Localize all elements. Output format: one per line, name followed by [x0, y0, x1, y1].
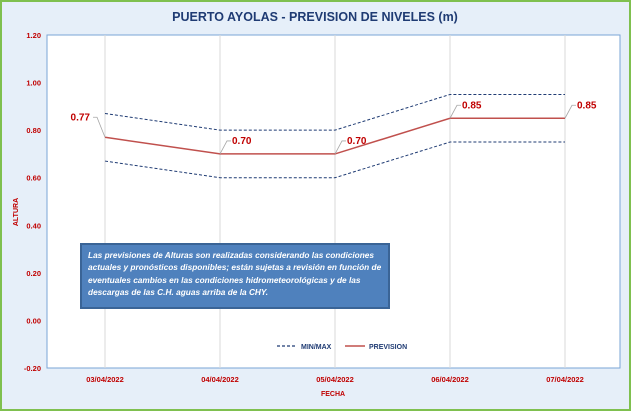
- legend-minmax-label: MIN/MAX: [301, 344, 332, 351]
- y-tick-label: 0.40: [26, 221, 41, 230]
- y-tick-label: 0.00: [26, 316, 41, 325]
- x-tick-label: 07/04/2022: [546, 375, 584, 384]
- y-tick-label: -0.20: [24, 364, 41, 373]
- x-axis-label: FECHA: [321, 391, 345, 398]
- gridlines: [104, 35, 566, 368]
- x-tick-label: 05/04/2022: [316, 375, 354, 384]
- data-label: 0.85: [462, 100, 482, 111]
- data-label-leader: [449, 104, 461, 119]
- data-label-leader: [219, 140, 231, 155]
- y-tick-label: 0.80: [26, 126, 41, 135]
- series-line-minmax-min: [104, 141, 565, 179]
- data-label-leader: [93, 116, 106, 138]
- x-tick-labels: 03/04/2022 04/04/2022 05/04/2022 06/04/2022…: [86, 375, 584, 384]
- data-label: 0.70: [347, 136, 367, 147]
- y-tick-label: 1.00: [26, 79, 41, 88]
- y-axis-label: ALTURA: [13, 198, 20, 226]
- annotation-note: Las previsiones de Alturas son realizada…: [80, 243, 390, 309]
- series-line-min-max-max: [104, 93, 565, 131]
- x-tick-label: 06/04/2022: [431, 375, 469, 384]
- x-tick-label: 03/04/2022: [86, 375, 124, 384]
- chart-title: PUERTO AYOLAS - PREVISION DE NIVELES (m): [172, 10, 458, 24]
- data-label-leader: [334, 140, 346, 155]
- legend: MIN/MAX PREVISION: [277, 344, 407, 351]
- y-tick-labels: -0.20 0.00 0.20 0.40 0.60 0.80 1.00 1.20: [24, 31, 41, 373]
- data-label: 0.70: [232, 136, 252, 147]
- y-tick-label: 1.20: [26, 31, 41, 40]
- x-tick-label: 04/04/2022: [201, 375, 239, 384]
- data-label: 0.85: [577, 100, 597, 111]
- data-label-leader: [564, 104, 576, 119]
- data-label: 0.77: [71, 112, 91, 123]
- y-tick-label: 0.60: [26, 174, 41, 183]
- y-tick-label: 0.20: [26, 269, 41, 278]
- legend-prevision-label: PREVISION: [369, 344, 407, 351]
- data-labels: 0.77 0.70 0.70 0.85 0.85: [71, 100, 597, 155]
- plot-area: [46, 34, 621, 369]
